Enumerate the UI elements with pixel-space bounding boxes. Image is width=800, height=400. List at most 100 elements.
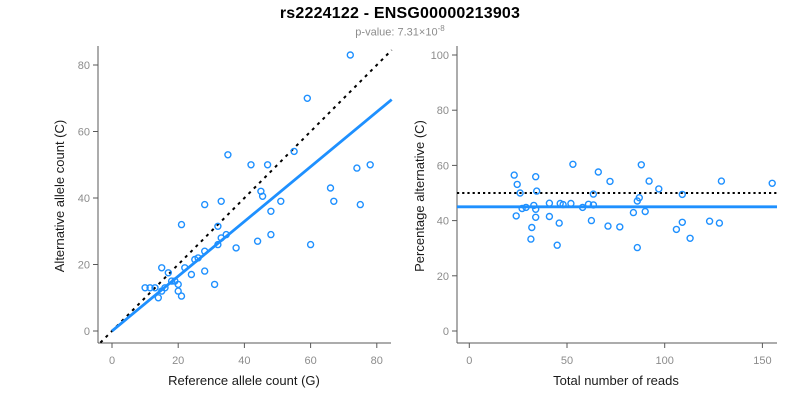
data-point bbox=[715, 219, 724, 227]
y-tick-label: 40 bbox=[78, 193, 90, 205]
data-point bbox=[303, 94, 311, 103]
data-point bbox=[655, 185, 663, 193]
data-point bbox=[559, 200, 567, 209]
figure-subtitle: p-value: 7.31×10-8 bbox=[0, 24, 800, 39]
y-tick-label: 20 bbox=[78, 260, 90, 272]
data-point bbox=[258, 192, 267, 201]
data-point bbox=[516, 189, 524, 197]
data-point bbox=[633, 197, 641, 205]
data-point bbox=[222, 230, 230, 239]
x-tick-label: 0 bbox=[109, 355, 115, 367]
x-tick-label: 100 bbox=[656, 355, 674, 367]
data-point bbox=[253, 237, 262, 245]
data-point bbox=[705, 217, 714, 225]
data-point bbox=[214, 240, 222, 249]
data-point bbox=[151, 284, 159, 292]
pvalue-exponent: -8 bbox=[437, 24, 445, 33]
data-point bbox=[290, 147, 298, 156]
data-point bbox=[306, 240, 315, 249]
data-point bbox=[164, 269, 173, 277]
data-point bbox=[589, 190, 598, 198]
data-point bbox=[589, 201, 598, 209]
percentage-plot: 0 20 40 60 80 100 0 50 100 150 bbox=[431, 46, 777, 367]
data-point bbox=[263, 161, 272, 169]
y-tick-label: 60 bbox=[437, 160, 449, 172]
data-point bbox=[522, 203, 530, 212]
data-point bbox=[587, 216, 596, 225]
data-point bbox=[353, 164, 361, 172]
data-point bbox=[267, 207, 275, 216]
data-point bbox=[174, 287, 182, 295]
data-point bbox=[267, 230, 275, 239]
data-point bbox=[154, 294, 163, 302]
data-point bbox=[512, 212, 520, 220]
data-point bbox=[194, 254, 202, 262]
data-point bbox=[527, 235, 535, 243]
data-point bbox=[530, 201, 538, 210]
fit-line bbox=[111, 98, 393, 333]
x-tick-label: 20 bbox=[172, 355, 184, 367]
data-point bbox=[167, 277, 176, 285]
data-point bbox=[629, 208, 638, 217]
data-point bbox=[578, 203, 587, 212]
data-point bbox=[187, 270, 196, 279]
data-point bbox=[555, 219, 563, 227]
data-point bbox=[330, 197, 338, 206]
data-point bbox=[177, 220, 186, 229]
data-point bbox=[356, 200, 364, 209]
data-point bbox=[346, 51, 354, 59]
data-point bbox=[181, 264, 189, 272]
x-tick-label: 60 bbox=[304, 355, 316, 367]
x-tick-label: 40 bbox=[238, 355, 250, 367]
data-point bbox=[326, 184, 335, 192]
y-tick-label: 80 bbox=[437, 105, 449, 117]
data-point bbox=[567, 199, 575, 208]
data-point bbox=[545, 199, 554, 207]
data-point bbox=[532, 213, 540, 222]
x-tick-label: 80 bbox=[371, 355, 383, 367]
y-tick-label: 0 bbox=[84, 326, 90, 338]
data-point bbox=[518, 204, 526, 213]
data-point bbox=[686, 234, 694, 243]
data-point bbox=[232, 244, 240, 252]
y-tick-label: 60 bbox=[78, 127, 90, 139]
data-point bbox=[553, 241, 561, 249]
data-point bbox=[161, 284, 169, 292]
data-point bbox=[678, 190, 686, 199]
data-point bbox=[616, 223, 624, 231]
data-point bbox=[141, 284, 149, 292]
data-point bbox=[513, 180, 521, 189]
data-point bbox=[200, 267, 209, 275]
data-point bbox=[533, 187, 541, 195]
data-point bbox=[717, 177, 726, 185]
data-point bbox=[606, 177, 614, 186]
figure-title: rs2224122 - ENSG00000213903 bbox=[279, 5, 521, 22]
data-point bbox=[210, 280, 219, 289]
data-point bbox=[672, 225, 681, 234]
data-point bbox=[637, 161, 645, 169]
data-point bbox=[366, 161, 374, 169]
left-x-axis-title: Reference allele count (G) bbox=[168, 373, 320, 388]
data-point bbox=[545, 212, 554, 221]
data-point bbox=[641, 207, 649, 216]
data-point bbox=[528, 223, 536, 232]
data-point bbox=[633, 243, 641, 252]
data-point bbox=[177, 292, 186, 300]
y-tick-label: 100 bbox=[431, 50, 449, 62]
x-tick-label: 150 bbox=[753, 355, 771, 367]
data-point bbox=[247, 161, 255, 169]
y-tick-label: 20 bbox=[437, 271, 449, 283]
data-point bbox=[174, 280, 182, 289]
data-point bbox=[594, 168, 602, 176]
x-tick-label: 0 bbox=[466, 355, 472, 367]
data-point bbox=[217, 197, 225, 206]
data-point bbox=[768, 179, 776, 188]
pvalue-label: p-value: 7.31×10 bbox=[355, 26, 438, 39]
x-tick-label: 50 bbox=[561, 355, 573, 367]
data-point bbox=[157, 264, 166, 272]
data-point bbox=[569, 160, 577, 169]
allele-count-plot: 0 20 40 60 80 0 20 40 60 80 bbox=[78, 46, 393, 367]
data-point bbox=[146, 284, 154, 292]
